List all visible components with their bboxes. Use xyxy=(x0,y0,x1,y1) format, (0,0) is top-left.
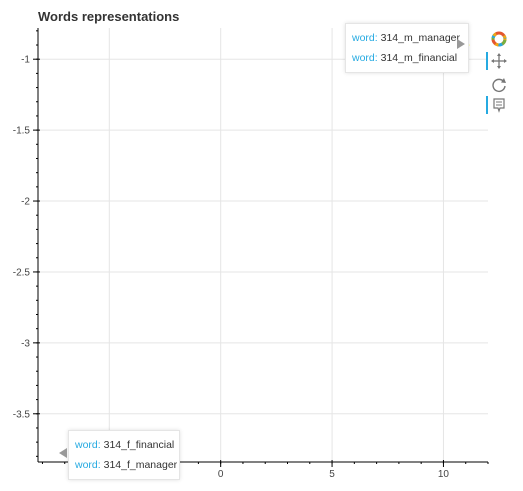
tooltip-key: word: xyxy=(75,459,101,471)
tooltip-top: word: 314_m_manager word: 314_m_financia… xyxy=(345,23,469,73)
y-tick-label: -1.5 xyxy=(13,126,31,137)
tooltip-arrow xyxy=(457,39,465,49)
tooltip-row: word: 314_f_financial xyxy=(75,435,175,455)
hover-icon xyxy=(493,98,505,113)
tooltip-value: 314_m_financial xyxy=(380,52,458,64)
x-tick-label: 0 xyxy=(218,469,224,480)
plot-area xyxy=(38,28,488,462)
grid-lines xyxy=(38,28,488,462)
y-tick-label: -3.5 xyxy=(13,409,31,420)
tooltip-row: word: 314_m_financial xyxy=(352,48,462,68)
hover-tool-button[interactable] xyxy=(484,94,514,116)
x-tick-label: 10 xyxy=(438,469,450,480)
active-indicator xyxy=(486,96,488,114)
y-tick-label: -2.5 xyxy=(13,267,31,278)
pan-icon xyxy=(491,53,507,69)
y-tick-label: -2 xyxy=(21,197,30,208)
tooltip-row: word: 314_f_manager xyxy=(75,455,177,475)
reset-icon xyxy=(492,78,506,92)
y-tick-label: -3 xyxy=(21,338,30,349)
tooltip-value: 314_f_manager xyxy=(103,459,178,471)
chart-title: Words representations xyxy=(38,9,180,24)
tooltip-value: 314_f_financial xyxy=(103,439,175,451)
x-tick-label: 5 xyxy=(329,469,335,480)
tooltip-key: word: xyxy=(352,32,378,44)
bokeh-logo-icon xyxy=(484,28,514,50)
active-indicator xyxy=(486,52,488,70)
y-tick-label: -1 xyxy=(21,55,30,66)
tooltip-value: 314_m_manager xyxy=(380,32,460,44)
tooltip-key: word: xyxy=(352,52,378,64)
tooltip-bottom: word: 314_f_financial word: 314_f_manage… xyxy=(68,430,180,480)
pan-tool-button[interactable] xyxy=(484,50,514,72)
tooltip-arrow xyxy=(59,448,67,458)
tooltip-key: word: xyxy=(75,439,101,451)
tooltip-row: word: 314_m_manager xyxy=(352,28,462,48)
reset-tool-button[interactable] xyxy=(484,74,514,96)
